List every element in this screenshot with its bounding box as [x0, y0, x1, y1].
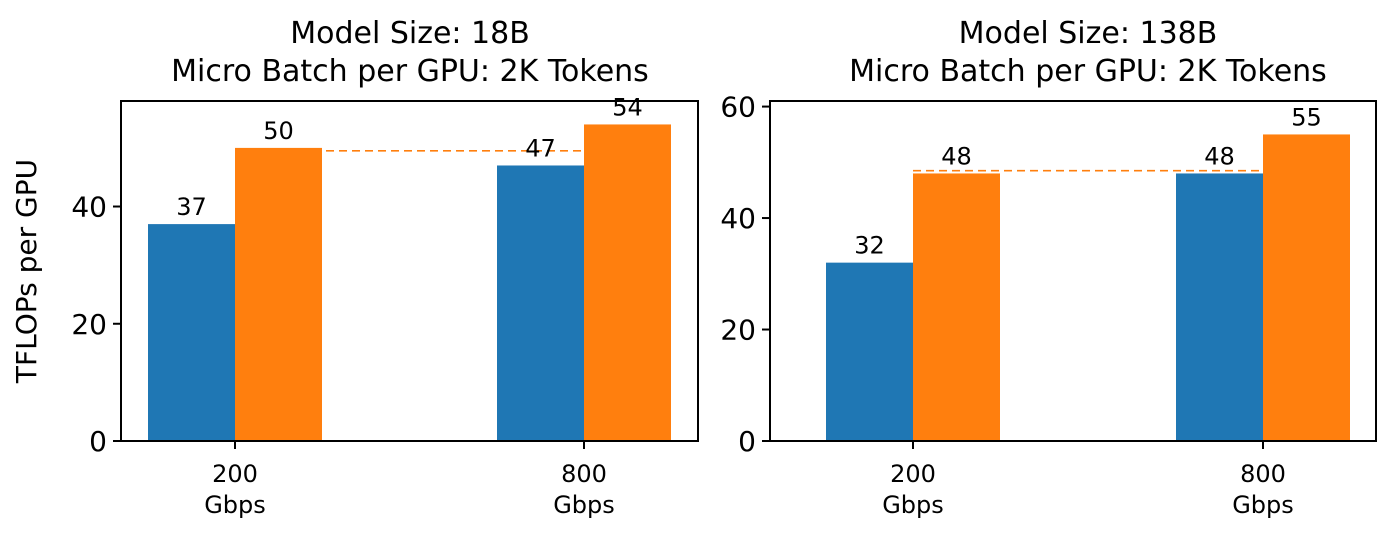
y-tick-label: 60	[720, 91, 756, 124]
y-tick-label: 40	[71, 191, 107, 224]
data-labels-group: 32 48 48 55	[854, 103, 1322, 259]
x-tick-label: 800	[561, 460, 607, 488]
bar-series_a-200	[148, 224, 235, 441]
data-label-series_a-200: 32	[854, 232, 885, 260]
x-tick-label: 800	[1240, 460, 1286, 488]
data-label-series_b-200: 48	[941, 142, 972, 170]
chart-title-line-2: Micro Batch per GPU: 2K Tokens	[171, 54, 649, 89]
chart-title-line-1: Model Size: 138B	[959, 16, 1218, 51]
x-tick-label: Gbps	[1232, 491, 1294, 519]
x-tick-label: 200	[890, 460, 936, 488]
bar-series_a-800	[497, 165, 584, 441]
x-tick-label: Gbps	[204, 491, 266, 519]
bar-series_a-800	[1176, 173, 1263, 441]
data-label-series_b-800: 55	[1291, 103, 1322, 131]
chart-title-line-1: Model Size: 18B	[290, 16, 530, 51]
x-tick-label: Gbps	[553, 491, 615, 519]
data-label-series_b-800: 54	[612, 93, 643, 121]
y-tick-label: 20	[720, 314, 756, 347]
bars-group	[826, 134, 1350, 441]
y-tick-label: 0	[89, 425, 107, 458]
bar-series_b-200	[235, 147, 322, 441]
chart-panel-18b: Model Size: 18B Micro Batch per GPU: 2K …	[10, 16, 699, 519]
y-axis: 0 20 40	[71, 191, 121, 458]
y-tick-label: 40	[720, 202, 756, 235]
y-tick-label: 0	[738, 425, 756, 458]
plot-frame	[769, 100, 1377, 442]
bar-series_a-200	[826, 262, 913, 441]
chart-panel-138b: Model Size: 138B Micro Batch per GPU: 2K…	[720, 16, 1377, 519]
chart-title-line-2: Micro Batch per GPU: 2K Tokens	[849, 54, 1327, 89]
x-tick-label: 200	[212, 460, 258, 488]
data-labels-group: 37 50 47 54	[176, 93, 643, 221]
data-label-series_a-800: 47	[525, 134, 556, 162]
y-tick-label: 20	[71, 308, 107, 341]
bar-series_b-200	[913, 173, 1000, 441]
y-axis: 0 20 40 60	[720, 91, 770, 458]
data-label-series_a-800: 48	[1204, 142, 1235, 170]
x-axis: 200 Gbps 800 Gbps	[204, 441, 615, 519]
plot-frame	[120, 100, 699, 442]
data-label-series_b-200: 50	[263, 117, 294, 145]
bar-series_b-800	[584, 124, 671, 441]
x-axis: 200 Gbps 800 Gbps	[882, 441, 1294, 519]
data-label-series_a-200: 37	[176, 193, 207, 221]
bar-series_b-800	[1263, 134, 1350, 441]
y-axis-label: TFLOPs per GPU	[10, 159, 43, 384]
x-tick-label: Gbps	[882, 491, 944, 519]
bars-group	[148, 124, 671, 441]
